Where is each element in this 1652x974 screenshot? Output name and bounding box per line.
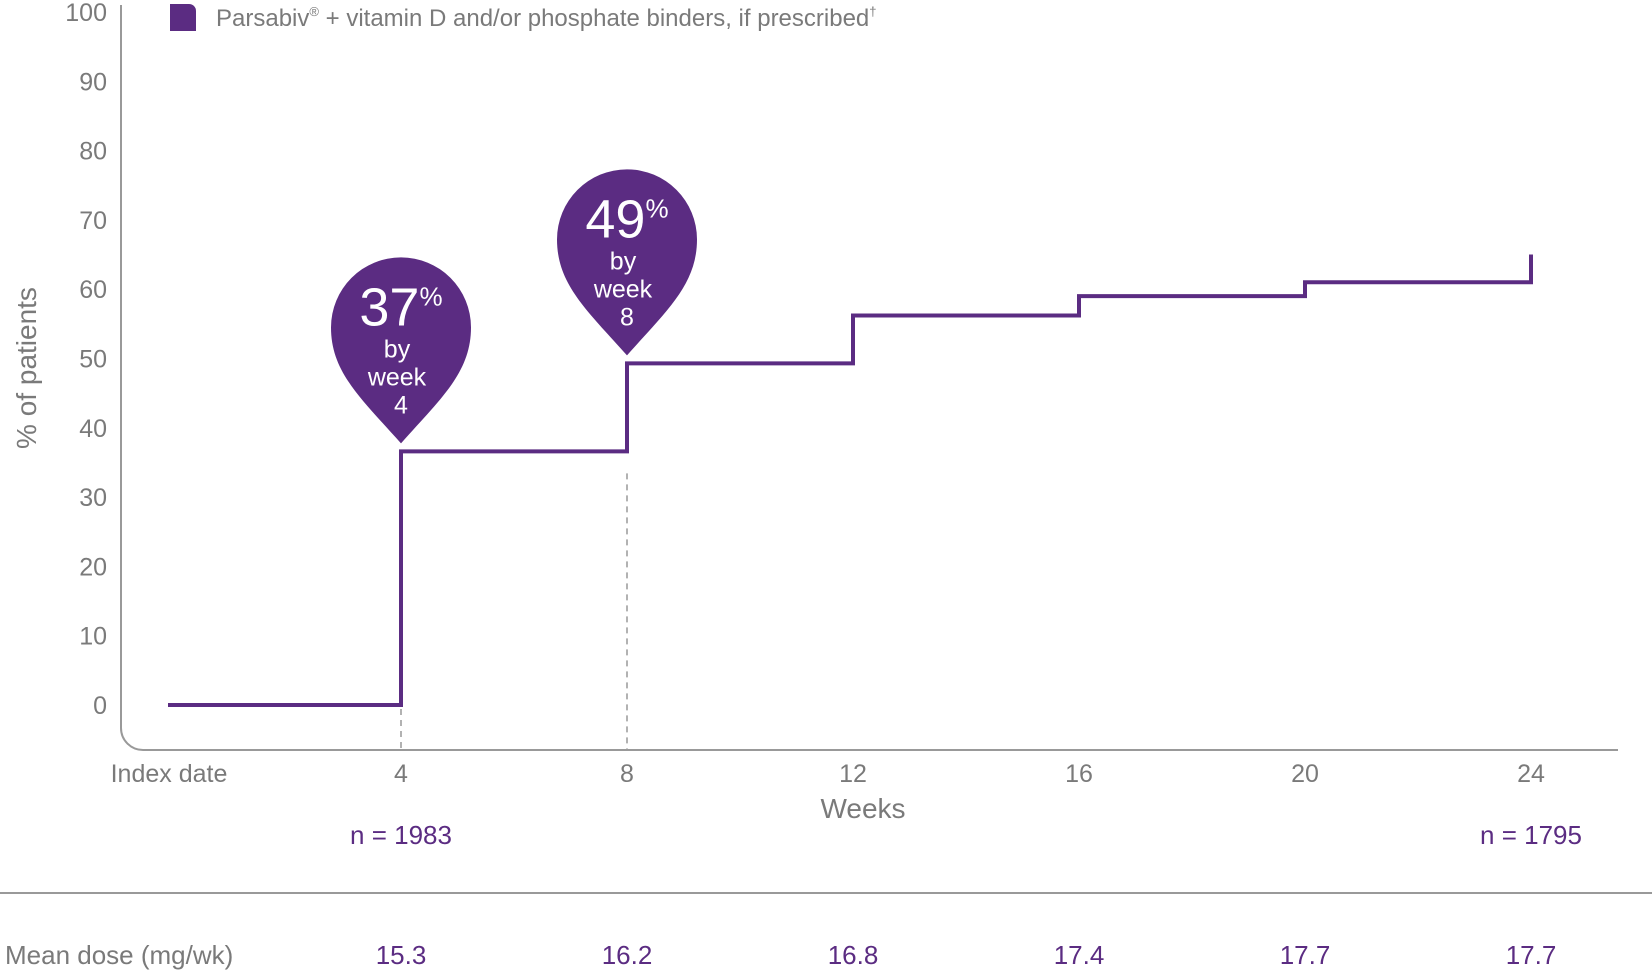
mean-dose-value: 16.2 [602,940,653,970]
pin-value: 37% [359,277,442,337]
pin-line: by [384,335,411,363]
y-axis-label: % of patients [11,287,42,449]
y-tick-label: 70 [79,207,107,235]
x-tick-label: 16 [1065,760,1093,788]
x-axis-label: Weeks [820,793,905,824]
pin-line: week [593,275,653,303]
x-tick-label: Index date [111,760,228,788]
mean-dose-value: 16.8 [828,940,879,970]
y-tick-label: 30 [79,484,107,512]
y-tick-label: 0 [93,692,107,720]
y-tick-label: 50 [79,346,107,374]
pin-value: 49% [585,189,668,249]
legend-swatch [170,4,196,31]
y-tick-label: 60 [79,276,107,304]
y-tick-label: 80 [79,138,107,166]
x-tick-label: 8 [620,760,634,788]
n-label: n = 1983 [350,820,452,850]
axes [120,5,1618,751]
mean-dose-value: 17.7 [1280,940,1331,970]
y-tick-label: 20 [79,553,107,581]
pin-shape [331,257,471,444]
x-tick-label: 20 [1291,760,1319,788]
n-label: n = 1795 [1480,820,1582,850]
legend: Parsabiv® + vitamin D and/or phosphate b… [170,4,877,32]
mean-dose-value: 15.3 [376,940,427,970]
pin-line: 4 [394,391,408,419]
y-tick-label: 100 [65,0,107,27]
pin-line: by [610,247,637,275]
pin-line: 8 [620,303,634,331]
mean-dose-value: 17.7 [1506,940,1557,970]
y-tick-label: 10 [79,623,107,651]
y-tick-label: 90 [79,68,107,96]
pin-shape [557,169,697,356]
mean-dose-value: 17.4 [1054,940,1105,970]
x-tick-label: 24 [1517,760,1545,788]
mean-dose-label: Mean dose (mg/wk) [5,940,233,970]
x-tick-label: 12 [839,760,867,788]
y-tick-label: 40 [79,415,107,443]
legend-label: Parsabiv® + vitamin D and/or phosphate b… [216,4,877,32]
series-line [168,254,1533,707]
pin-line: week [367,363,427,391]
x-tick-label: 4 [394,760,408,788]
